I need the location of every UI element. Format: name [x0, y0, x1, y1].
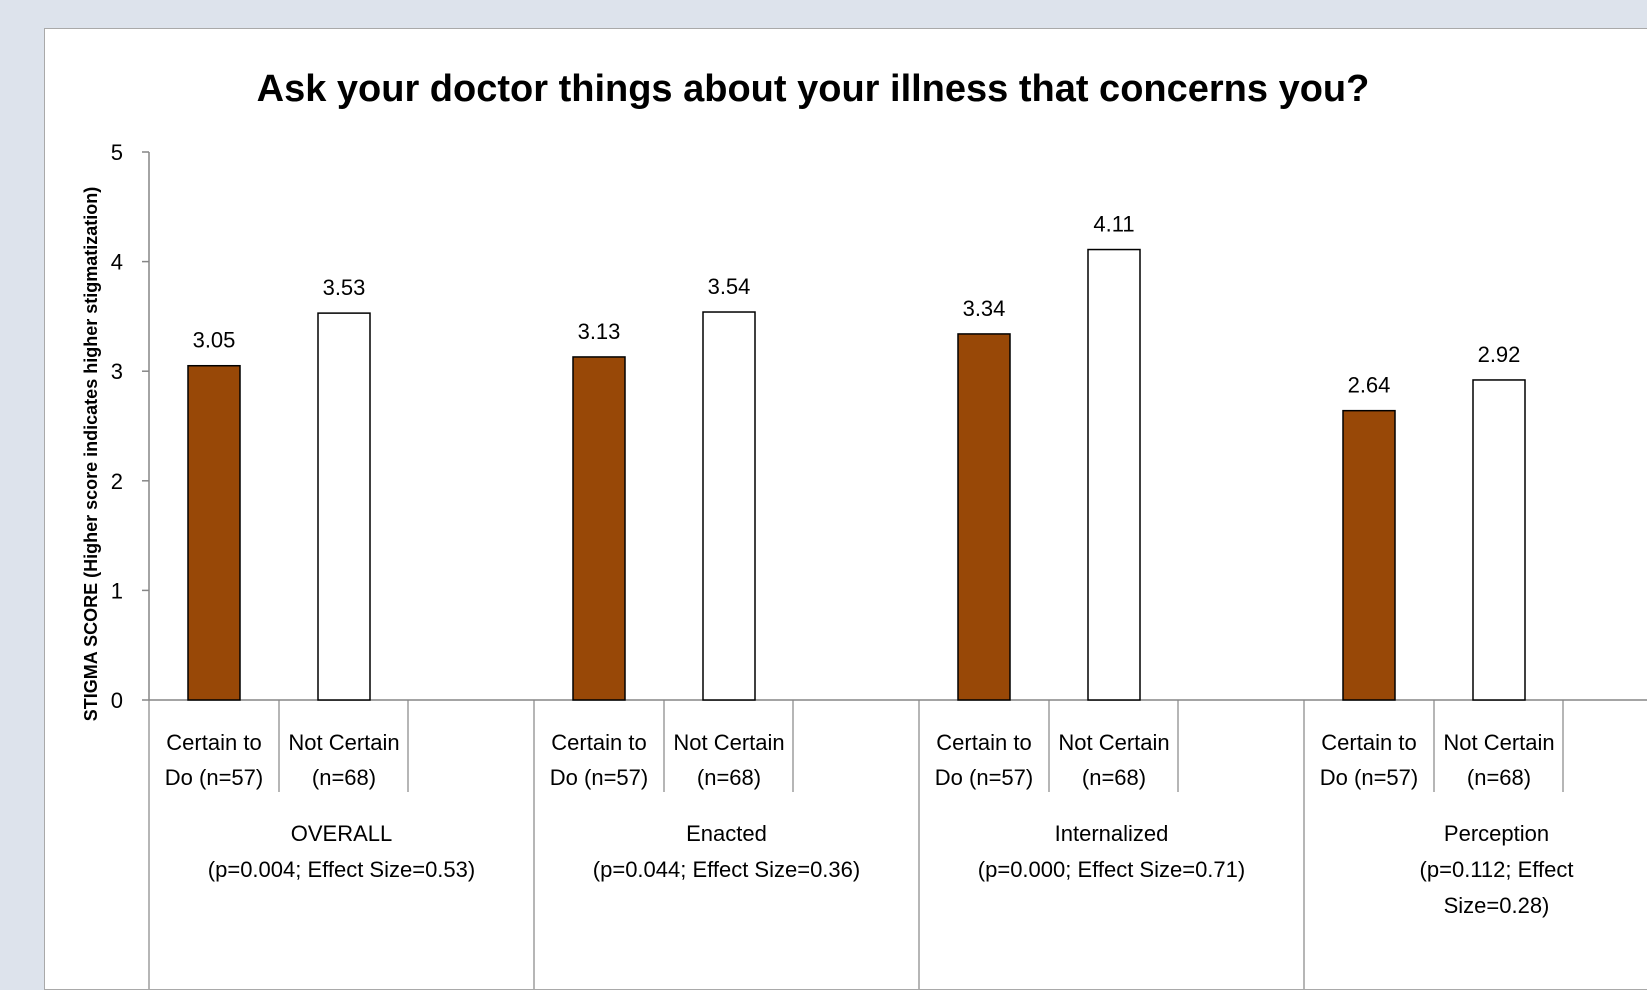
bar-certain: [572, 356, 626, 701]
y-tick-label: 3: [111, 359, 123, 384]
bar-category-label: (n=68): [312, 765, 376, 790]
bar-category-label: Certain to: [551, 730, 646, 755]
bar-certain: [1342, 409, 1396, 701]
bar-not_certain: [702, 311, 756, 701]
group-label: (p=0.044; Effect Size=0.36): [593, 857, 860, 882]
y-tick-label: 4: [111, 250, 123, 275]
bar-not_certain: [1472, 379, 1526, 701]
bar-category-label: (n=68): [1467, 765, 1531, 790]
y-tick-label: 2: [111, 469, 123, 494]
bar-certain: [957, 333, 1011, 701]
bar-chart: Ask your doctor things about your illnes…: [81, 68, 1647, 989]
group-label: OVERALL: [291, 821, 393, 846]
bar-category-label: Not Certain: [1058, 730, 1169, 755]
y-tick-label: 0: [111, 688, 123, 713]
data-label: 4.11: [1093, 212, 1134, 237]
bar-category-label: Do (n=57): [165, 765, 263, 790]
data-label: 3.13: [578, 319, 621, 344]
data-label: 3.05: [193, 328, 236, 353]
group-label: (p=0.112; Effect: [1420, 857, 1574, 882]
bar-category-label: (n=68): [697, 765, 761, 790]
bar-category-label: Certain to: [936, 730, 1031, 755]
bar-category-label: Not Certain: [673, 730, 784, 755]
chart-panel: Ask your doctor things about your illnes…: [44, 28, 1647, 990]
bar-category-label: Do (n=57): [550, 765, 648, 790]
bar-category-label: Do (n=57): [1320, 765, 1418, 790]
bar-category-label: Do (n=57): [935, 765, 1033, 790]
bar-category-label: Certain to: [1321, 730, 1416, 755]
plot-area: 0 1 2 3 4 5 3.05 Certain to Do (n=57) 3.53 Not Cer…: [111, 140, 1647, 989]
data-label: 3.53: [323, 275, 366, 300]
data-label: 3.34: [963, 296, 1006, 321]
y-tick-label: 5: [111, 140, 123, 165]
bar-category-label: Certain to: [166, 730, 261, 755]
group-label: Enacted: [686, 821, 767, 846]
group-label: (p=0.000; Effect Size=0.71): [978, 857, 1245, 882]
group-label: (p=0.004; Effect Size=0.53): [208, 857, 475, 882]
chart-title: Ask your doctor things about your illnes…: [257, 68, 1370, 110]
group-label: Size=0.28): [1444, 893, 1550, 918]
group-label: Internalized: [1055, 821, 1169, 846]
data-label: 3.54: [708, 274, 751, 299]
y-axis-label: STIGMA SCORE (Higher score indicates hig…: [81, 187, 101, 721]
bar-category-label: Not Certain: [288, 730, 399, 755]
bar-category-label: Not Certain: [1443, 730, 1554, 755]
y-tick-label: 1: [111, 578, 123, 603]
bar-category-label: (n=68): [1082, 765, 1146, 790]
bar-not_certain: [1087, 248, 1141, 701]
bar-not_certain: [317, 312, 371, 701]
group-label: Perception: [1444, 821, 1549, 846]
data-label: 2.64: [1348, 373, 1391, 398]
bar-certain: [187, 364, 241, 701]
data-label: 2.92: [1478, 342, 1521, 367]
